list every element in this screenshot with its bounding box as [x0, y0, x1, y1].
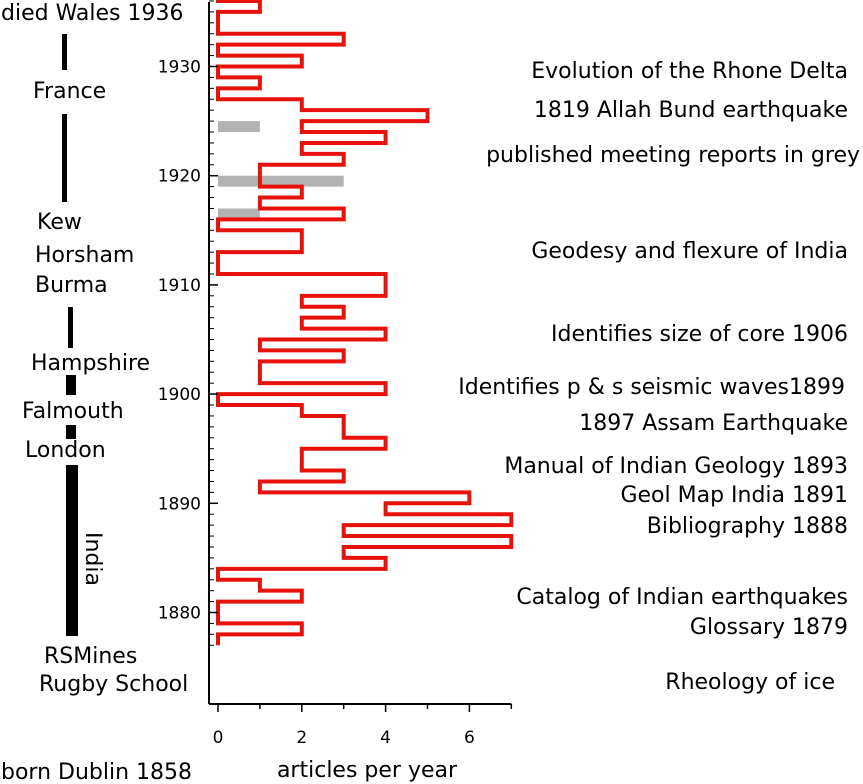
life-label: Rugby School — [39, 672, 188, 697]
y-tick-label: 1900 — [158, 385, 201, 405]
x-tick-label: 4 — [380, 728, 391, 748]
y-tick-label: 1910 — [158, 276, 201, 296]
life-label: Kew — [37, 210, 82, 235]
life-label-india: India — [80, 532, 105, 586]
series-step-line — [216, 0, 514, 646]
life-bar-falmouth — [66, 375, 76, 395]
life-label: Burma — [35, 273, 108, 298]
annotation: Identifies size of core 1906 — [551, 322, 848, 347]
life-bar-france — [62, 34, 67, 70]
life-bar-kew — [62, 114, 67, 202]
grey-bar — [218, 175, 344, 187]
annotation: Rheology of ice — [665, 670, 835, 695]
annotation: Bibliography 1888 — [647, 514, 848, 539]
y-tick-label: 1890 — [158, 494, 201, 514]
annotation: Glossary 1879 — [690, 615, 848, 640]
x-tick-label: 6 — [464, 728, 475, 748]
life-label: Hampshire — [31, 351, 150, 376]
life-label: RSMines — [44, 644, 137, 669]
life-label: Horsham — [35, 243, 134, 268]
life-bars — [62, 34, 78, 636]
annotation: 1897 Assam Earthquake — [579, 411, 848, 436]
annotations: Evolution of the Rhone Delta 1819 Allah … — [458, 59, 860, 695]
grey-bars — [218, 121, 344, 220]
annotation: Identifies p & s seismic waves1899 — [458, 375, 845, 400]
life-label: born Dublin 1858 — [1, 760, 192, 784]
y-tick-label: 1920 — [158, 167, 201, 187]
life-label: died Wales 1936 — [1, 1, 184, 26]
axes: 1880 1890 1900 1910 1920 1930 0 2 4 6 — [158, 0, 513, 748]
annotation: published meeting reports in grey — [486, 143, 860, 168]
annotation: 1819 Allah Bund earthquake — [534, 98, 848, 123]
annotation: Manual of Indian Geology 1893 — [504, 454, 848, 479]
life-bar-india — [66, 465, 78, 636]
y-tick-label: 1930 — [158, 58, 201, 78]
annotation: Geodesy and flexure of India — [531, 239, 848, 264]
annotation: Geol Map India 1891 — [620, 483, 848, 508]
grey-bar — [218, 208, 260, 220]
life-label: London — [25, 438, 106, 463]
y-tick-label: 1880 — [158, 604, 201, 624]
x-tick-label: 2 — [296, 728, 307, 748]
annotation: Catalog of Indian earthquakes — [516, 585, 848, 610]
x-axis-label: articles per year — [277, 758, 458, 783]
annotation: Evolution of the Rhone Delta — [531, 59, 848, 84]
life-labels: died Wales 1936 France Kew Horsham Burma… — [1, 1, 192, 784]
x-tick-label: 0 — [213, 728, 224, 748]
life-label: France — [33, 79, 106, 104]
life-bar-hampshire — [68, 307, 73, 348]
life-bar-london — [66, 425, 76, 439]
grey-bar — [218, 121, 260, 133]
life-label: Falmouth — [22, 399, 124, 424]
